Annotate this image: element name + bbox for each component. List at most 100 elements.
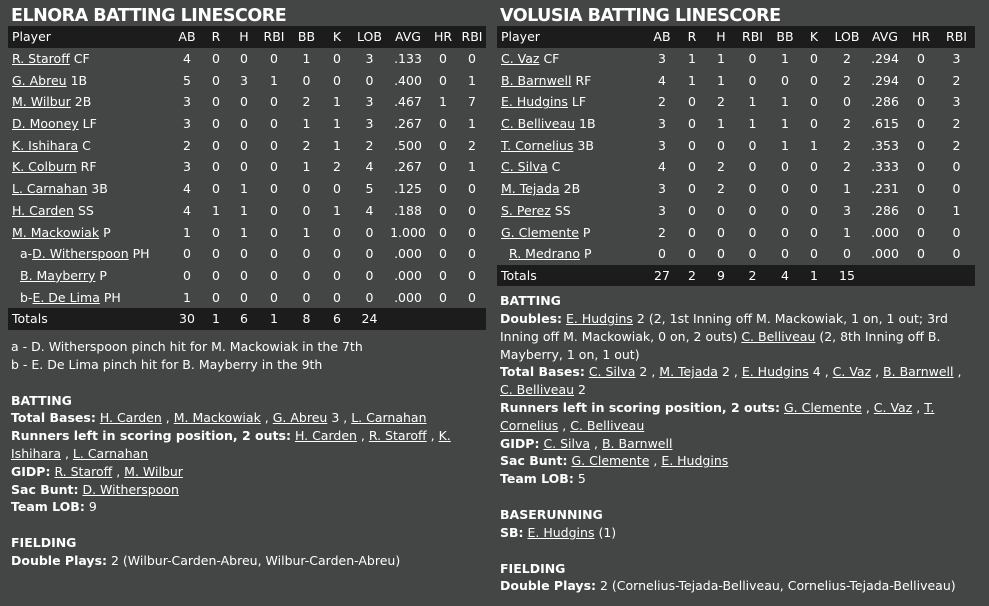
player-link[interactable]: G. Abreu (12, 72, 67, 88)
player-link[interactable]: M. Mackowiak (12, 224, 100, 240)
player-link[interactable]: G. Abreu (272, 410, 328, 426)
table-row: R. Staroff CF 4 0 0 0 1 0 3 .133 0 0 (8, 48, 486, 70)
player-link[interactable]: H. Carden (294, 428, 357, 444)
player-link[interactable]: C. Vaz (832, 364, 872, 380)
stat-cell: 2 (952, 72, 961, 88)
player-link[interactable]: E. De Lima (32, 289, 100, 305)
stat-cell: 4 (183, 51, 191, 67)
player-link[interactable]: C. Belliveau (570, 417, 645, 433)
player-link[interactable]: D. Witherspoon (32, 246, 129, 262)
player-link[interactable]: B. Barnwell (501, 72, 572, 88)
total-bases-label: Total Bases: (500, 364, 585, 380)
player-link[interactable]: K. Ishihara (11, 428, 451, 462)
stat-cell: 0 (810, 181, 818, 197)
player-link[interactable]: C. Belliveau (741, 328, 816, 344)
player-link[interactable]: M. Mackowiak (173, 410, 261, 426)
totals-stat-cell: 27 (654, 267, 670, 283)
player-link[interactable]: H. Carden (12, 202, 74, 218)
table-row: C. Silva C 4 0 2 0 0 0 2 .333 0 0 (497, 156, 975, 178)
player-link[interactable]: T. Cornelius (501, 137, 574, 153)
player-link[interactable]: C. Vaz (501, 51, 540, 67)
player-link[interactable]: K. Ishihara (12, 137, 79, 153)
stat-cell: 0 (468, 202, 476, 218)
col-header-r: R (211, 29, 221, 45)
player-link[interactable]: C. Silva (543, 435, 591, 451)
stat-cell: 0 (365, 246, 374, 262)
player-link[interactable]: L. Carnahan (351, 410, 427, 426)
total-bases-line: Total Bases: H. Carden , M. Mackowiak , … (11, 410, 427, 426)
player-position: P (99, 224, 111, 240)
player-link[interactable]: C. Silva (588, 364, 636, 380)
table-row: C. Belliveau 1B 3 0 1 1 1 0 2 .615 0 2 (497, 113, 975, 135)
player-link[interactable]: K. Colburn (12, 159, 77, 175)
player-link[interactable]: C. Vaz (873, 400, 913, 416)
stat-cell: 3 (365, 116, 374, 132)
player-position: C (78, 137, 91, 153)
note-line: a - D. Witherspoon pinch hit for M. Mack… (11, 338, 363, 354)
elnora-table-body: R. Staroff CF 4 0 0 0 1 0 3 .133 0 0 G. Abreu 1B 5 0 3… (8, 48, 486, 330)
player-link[interactable]: B. Barnwell (601, 435, 673, 451)
player-link[interactable]: D. Mooney (12, 116, 79, 132)
player-link[interactable]: M. Tejada (659, 364, 718, 380)
stat-cell: 0 (810, 116, 818, 132)
totals-stat-cell: 6 (333, 311, 341, 327)
volusia-header-row: Player AB R H RBI BB K LOB AVG HR RBI (497, 26, 975, 48)
player-link[interactable]: R. Medrano (509, 246, 580, 262)
player-link[interactable]: D. Witherspoon (82, 481, 179, 497)
stat-cell: 0 (952, 159, 961, 175)
stat-cell: 0 (917, 202, 925, 218)
player-link[interactable]: R. Staroff (12, 51, 70, 67)
stat-cell: 0 (212, 94, 220, 110)
player-link[interactable]: L. Carnahan (72, 446, 149, 462)
stat-cell: 0 (183, 267, 191, 283)
player-position: CF (69, 51, 90, 67)
player-link[interactable]: M. Wilbur (124, 463, 183, 479)
player-link[interactable]: E. Hudgins (566, 311, 633, 327)
player-link[interactable]: E. Hudgins (741, 364, 809, 380)
col-header-ab: AB (178, 29, 196, 45)
stat-cell: .188 (394, 202, 422, 218)
player-link[interactable]: G. Clemente (783, 400, 862, 416)
player-link[interactable]: B. Barnwell (883, 364, 954, 380)
player-link[interactable]: C. Silva (501, 159, 548, 175)
table-row: B. Mayberry P 0 0 0 0 0 0 0 .000 0 0 (8, 265, 486, 287)
player-link[interactable]: M. Tejada (501, 181, 560, 197)
stat-cell: 0 (270, 94, 278, 110)
stat-cell: 2 (658, 224, 666, 240)
player-link[interactable]: T. Cornelius (500, 400, 935, 433)
col-header-lob: LOB (357, 29, 382, 45)
player-link[interactable]: E. Hudgins (527, 524, 595, 540)
sac-bunt-label: Sac Bunt: (500, 453, 568, 469)
elnora-header-row: Player AB R H RBI BB K LOB AVG HR RBI (8, 26, 486, 48)
totals-stat-cell: 9 (717, 267, 725, 283)
table-row: M. Tejada 2B 3 0 2 0 0 0 1 .231 0 0 (497, 178, 975, 200)
stat-cell: 0 (917, 224, 925, 240)
stat-cell: 0 (748, 224, 757, 240)
player-link[interactable]: R. Staroff (54, 463, 113, 479)
stat-cell: 0 (240, 159, 248, 175)
player-cell: B. Mayberry P (8, 265, 172, 287)
player-link[interactable]: L. Carnahan (12, 181, 88, 197)
player-link[interactable]: C. Belliveau (500, 382, 575, 398)
stat-cell: 3 (183, 94, 191, 110)
player-link[interactable]: H. Carden (99, 410, 162, 426)
player-link[interactable]: G. Clemente (501, 224, 579, 240)
player-link[interactable]: E. Hudgins (501, 94, 568, 110)
player-position: CF (539, 51, 560, 67)
player-link[interactable]: R. Staroff (368, 428, 427, 444)
stolen-bases-label: SB: (500, 524, 524, 540)
stat-cell: 1 (843, 224, 851, 240)
totals-stat-cell: 8 (302, 311, 311, 327)
player-link[interactable]: S. Perez (501, 202, 551, 218)
player-cell: S. Perez SS (497, 200, 647, 222)
table-row: K. Colburn RF 3 0 0 0 1 2 4 .267 0 1 (8, 156, 486, 178)
section-title-batting: BATTING (500, 293, 561, 309)
player-link[interactable]: B. Mayberry (20, 267, 96, 283)
table-row: T. Cornelius 3B 3 0 0 0 1 1 2 .353 0 2 (497, 134, 975, 156)
stat-cell: 0 (212, 159, 220, 175)
player-link[interactable]: E. Hudgins (661, 453, 729, 469)
player-link[interactable]: M. Wilbur (12, 94, 71, 110)
player-link[interactable]: G. Clemente (571, 453, 650, 469)
player-link[interactable]: C. Belliveau (501, 116, 576, 132)
double-plays-line: Double Plays: 2 (Wilbur-Carden-Abreu, Wi… (11, 552, 486, 570)
